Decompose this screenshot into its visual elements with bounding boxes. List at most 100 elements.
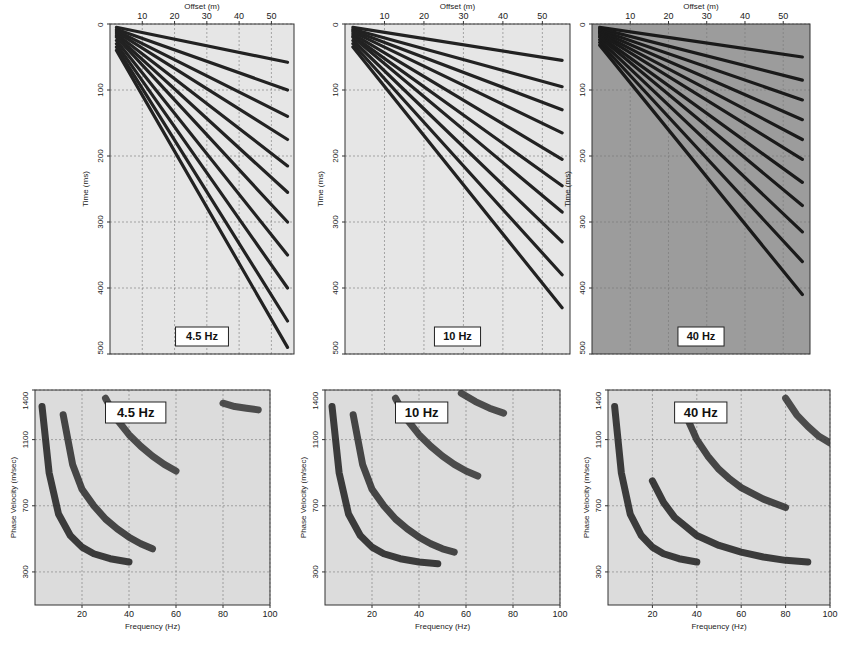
event (116, 36, 287, 192)
tick-label-x: 10 (625, 11, 635, 21)
grid-line-x (785, 390, 786, 605)
tick-y (605, 390, 608, 391)
axis-title-x: Frequency (Hz) (415, 622, 470, 631)
grid-line-x (652, 390, 653, 605)
event (600, 36, 803, 183)
tick-label-y: 400 (578, 281, 587, 295)
tick-label-x: 40 (692, 609, 702, 619)
event (116, 44, 287, 288)
grid-line-y (325, 571, 560, 572)
panel-title: 10 Hz (443, 330, 472, 342)
tick-label-y: 700 (21, 499, 30, 513)
frame (325, 390, 560, 605)
grid-line-y (110, 222, 294, 223)
grid-line-x (668, 24, 669, 354)
mode (106, 398, 177, 471)
tick-label-x: 60 (171, 609, 181, 619)
grid-line-x (706, 24, 707, 354)
panel: 2040608010030070011001400Frequency (Hz)P… (299, 390, 568, 631)
tick-x (372, 605, 373, 608)
panel: 2040608010030070011001400Frequency (Hz)P… (582, 390, 838, 631)
axis-title-x: Frequency (Hz) (125, 622, 180, 631)
axis-title-x: Offset (m) (440, 2, 476, 11)
tick-label-y: 100 (331, 83, 340, 97)
tick-label-x: 40 (498, 11, 508, 21)
tick-y (342, 156, 345, 157)
tick-label-y: 0 (96, 22, 105, 27)
tick-label-x: 100 (822, 609, 837, 619)
grid-line-x (384, 24, 385, 354)
tick-label-y: 400 (96, 281, 105, 295)
tick-label-x: 10 (137, 11, 147, 21)
grid-line-y (345, 288, 570, 289)
grid-line-x (271, 24, 272, 354)
label-box (176, 327, 229, 346)
tick-x (419, 605, 420, 608)
event (600, 37, 803, 205)
event (600, 45, 803, 294)
tick-y (342, 222, 345, 223)
grid-line-x (372, 390, 373, 605)
tick-label-x: 40 (124, 609, 134, 619)
tick-label-x: 10 (379, 11, 389, 21)
tick-y (322, 390, 325, 391)
mode (396, 398, 478, 476)
tick-label-y: 300 (21, 565, 30, 579)
data-group (615, 398, 830, 562)
background (0, 0, 846, 662)
mode (63, 415, 152, 549)
tick-y (32, 390, 35, 391)
tick-y (605, 439, 608, 440)
event (353, 37, 562, 212)
grid-line-y (110, 156, 294, 157)
grid-line-x (466, 390, 467, 605)
tick-label-x: 80 (508, 609, 518, 619)
tick-y (32, 571, 35, 572)
tick-x (129, 605, 130, 608)
mode (461, 393, 503, 413)
grid-line-y (592, 156, 810, 157)
tick-label-y: 1400 (311, 391, 320, 409)
plot-area (592, 24, 810, 354)
grid-line-y (35, 505, 270, 506)
grid-line-y (345, 222, 570, 223)
axis-title-y: Time (ms) (81, 171, 90, 207)
tick-label-y: 200 (96, 149, 105, 163)
label-box (434, 327, 480, 346)
tick-x (744, 21, 745, 24)
axis-title-x: Offset (m) (184, 2, 220, 11)
panel-title: 40 Hz (684, 405, 718, 420)
mode (223, 403, 258, 410)
tick-label-y: 1100 (21, 430, 30, 448)
tick-label-y: 1400 (594, 391, 603, 409)
axis-title-y: Phase Velocity (m/sec) (299, 456, 308, 538)
event (353, 47, 562, 308)
tick-y (589, 156, 592, 157)
mode (786, 398, 830, 443)
tick-x (384, 21, 385, 24)
plot-area (110, 24, 294, 354)
panel-title: 40 Hz (687, 330, 716, 342)
tick-label-x: 30 (458, 11, 468, 21)
tick-label-y: 400 (331, 281, 340, 295)
tick-label-x: 60 (736, 609, 746, 619)
tick-x (542, 21, 543, 24)
tick-label-x: 20 (647, 609, 657, 619)
tick-x (223, 605, 224, 608)
tick-label-y: 700 (594, 499, 603, 513)
event (600, 30, 803, 100)
panel: 10203040500100200300400500Offset (m)Time… (316, 2, 570, 355)
tick-y (322, 439, 325, 440)
tick-y (589, 354, 592, 355)
tick-label-y: 300 (311, 565, 320, 579)
event (353, 44, 562, 275)
grid-line-x (542, 24, 543, 354)
tick-label-y: 300 (96, 215, 105, 229)
data-group (353, 27, 562, 308)
figure: 10203040500100200300400500Offset (m)Time… (0, 0, 846, 662)
tick-label-x: 20 (77, 609, 87, 619)
tick-y (342, 354, 345, 355)
tick-label-x: 80 (781, 609, 791, 619)
tick-x (513, 605, 514, 608)
tick-x (706, 21, 707, 24)
